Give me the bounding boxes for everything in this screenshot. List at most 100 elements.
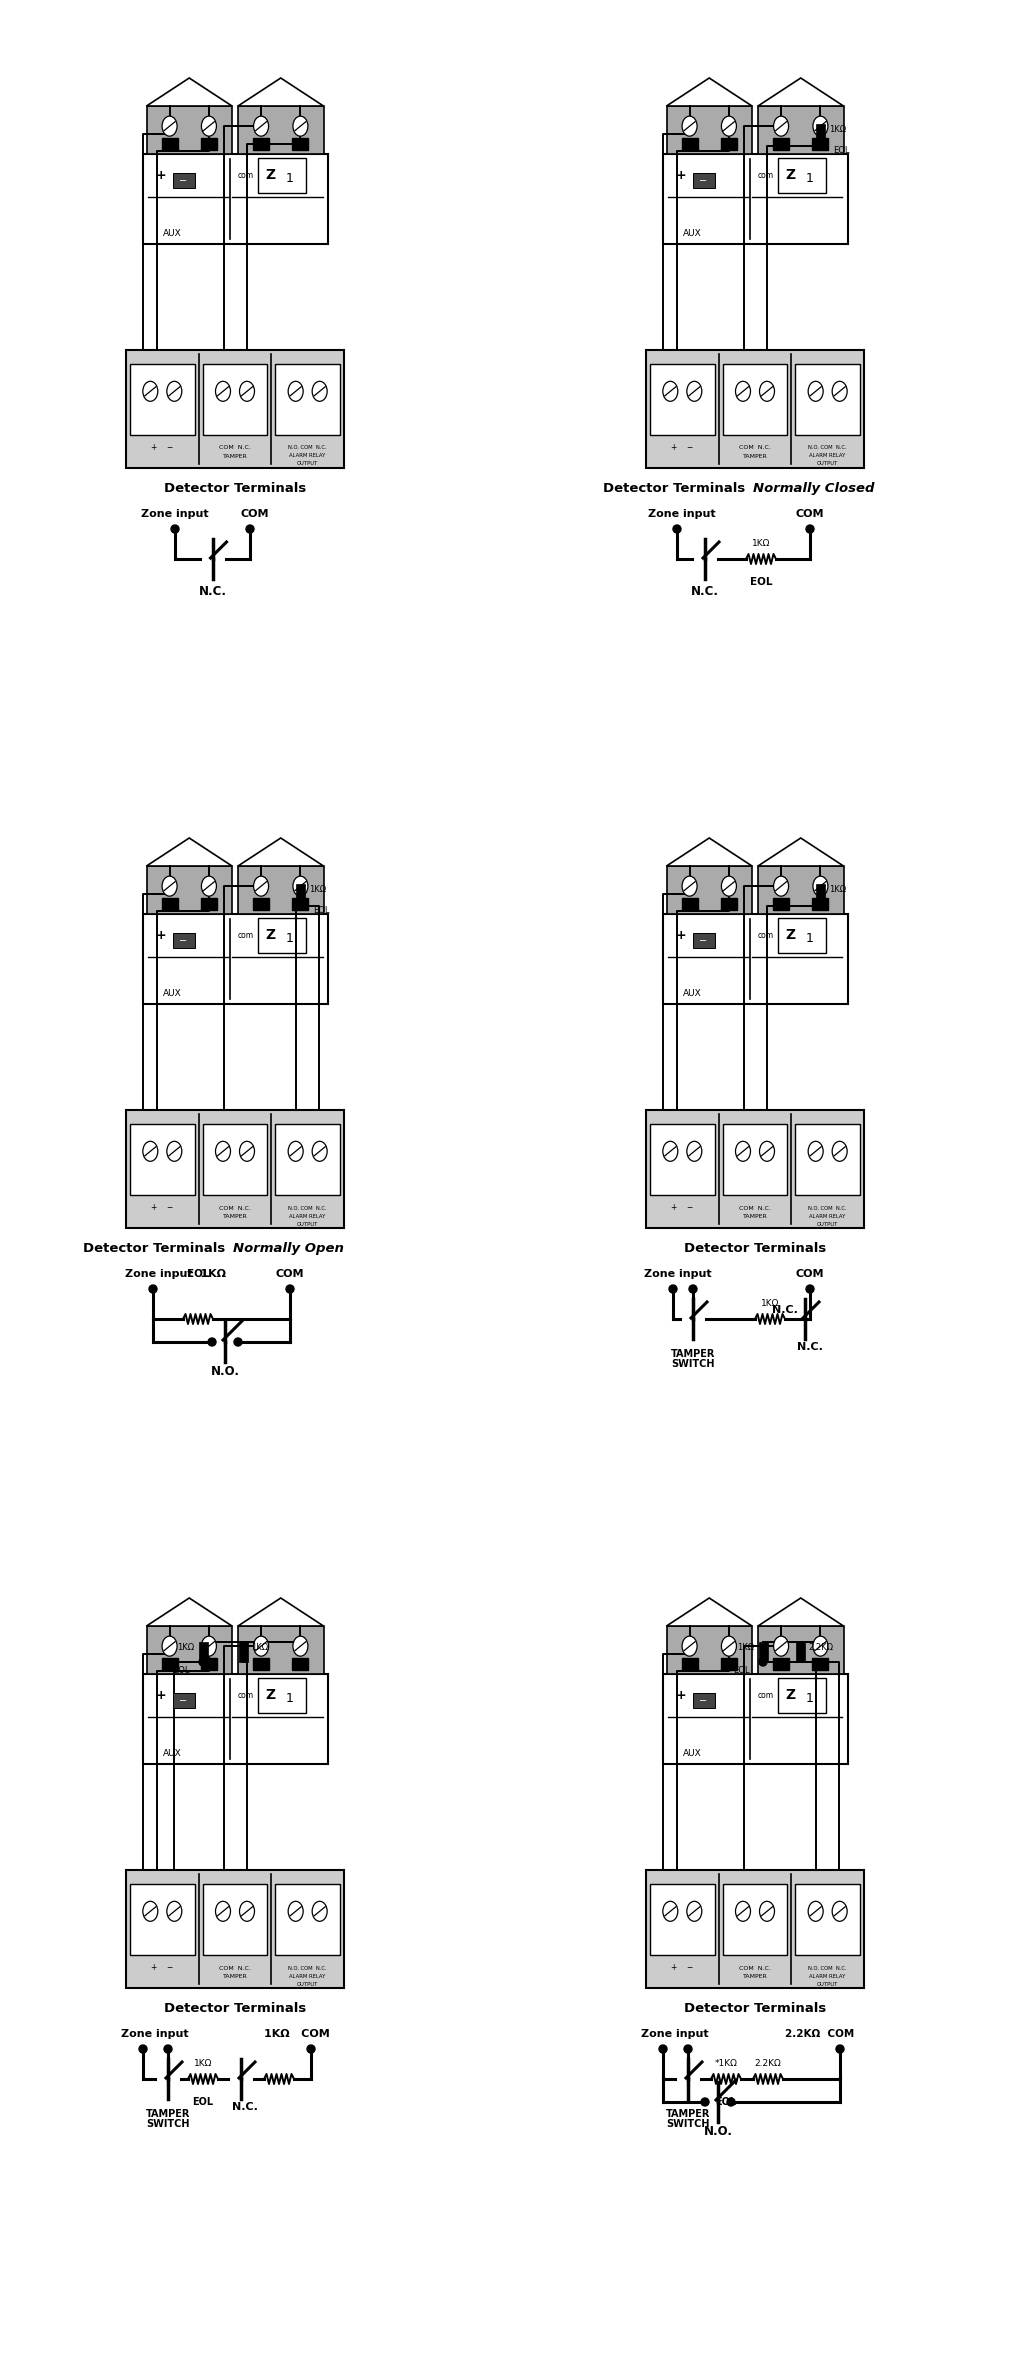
Text: COM  N.C.: COM N.C. [219,1206,251,1211]
Circle shape [816,902,824,911]
Text: AUX: AUX [683,228,701,238]
Text: TAMPER: TAMPER [742,1216,767,1220]
Bar [238,1625,324,1675]
Bar [758,866,844,914]
Bar [201,897,217,911]
Text: 1KΩ   COM: 1KΩ COM [264,2029,330,2039]
Bar [796,1642,805,1663]
Ellipse shape [682,875,697,897]
Ellipse shape [808,381,823,402]
Ellipse shape [773,117,788,136]
Bar [778,157,826,193]
Bar [721,138,737,150]
Bar [201,1658,217,1670]
Text: 1KΩ: 1KΩ [252,1642,268,1651]
Text: N.C.: N.C. [232,2103,258,2113]
Text: ALARM RELAY: ALARM RELAY [810,1213,846,1218]
Bar [172,174,195,188]
Text: N.C.: N.C. [199,585,226,597]
Text: 2.2KΩ  COM: 2.2KΩ COM [785,2029,855,2039]
Text: TAMPER: TAMPER [742,1975,767,1979]
Text: N.O. COM  N.C.: N.O. COM N.C. [289,1206,327,1211]
Ellipse shape [215,1142,230,1161]
Ellipse shape [288,1901,303,1922]
Bar [663,1675,848,1763]
Bar [162,1658,177,1670]
Ellipse shape [760,1901,774,1922]
Text: Detector Terminals: Detector Terminals [684,2003,826,2015]
Bar [646,350,864,469]
Text: N.O. COM  N.C.: N.O. COM N.C. [808,1206,847,1211]
Circle shape [689,1285,697,1294]
Ellipse shape [735,1901,751,1922]
Text: AUX: AUX [163,228,182,238]
Bar [275,364,340,435]
Bar [682,1658,697,1670]
Text: TAMPER: TAMPER [671,1349,715,1358]
Bar [692,174,715,188]
Ellipse shape [682,117,697,136]
Bar [723,1125,787,1194]
Text: +    −: + − [152,1963,173,1972]
Bar [758,1625,844,1675]
Bar [667,866,752,914]
Bar [293,1658,308,1670]
Text: Zone input: Zone input [648,509,716,519]
Text: TAMPER: TAMPER [145,2110,190,2120]
Text: N.O. COM  N.C.: N.O. COM N.C. [289,1965,327,1970]
Text: EOL: EOL [834,145,850,155]
Text: EOL: EOL [733,1665,750,1675]
Bar [238,866,324,914]
Text: +    −: + − [671,1204,693,1213]
Bar [646,1111,864,1228]
Circle shape [208,1337,216,1347]
Text: EOL: EOL [716,2096,736,2108]
Ellipse shape [142,1901,158,1922]
Text: N.C.: N.C. [797,1342,823,1351]
Bar [773,897,790,911]
Text: −: − [179,1696,187,1706]
Bar [812,1658,828,1670]
Polygon shape [238,1599,324,1625]
Polygon shape [758,837,844,866]
Text: N.O. COM  N.C.: N.O. COM N.C. [289,445,327,450]
Ellipse shape [760,381,774,402]
Text: COM  N.C.: COM N.C. [219,1965,251,1970]
Bar [721,897,737,911]
Text: COM  N.C.: COM N.C. [739,445,771,450]
Ellipse shape [202,875,216,897]
Circle shape [164,2046,172,2053]
Text: −: − [179,176,187,186]
Ellipse shape [663,1142,678,1161]
Text: com: com [238,171,254,181]
Text: 1KΩ: 1KΩ [828,885,846,895]
Circle shape [150,1285,157,1294]
Text: EOL: EOL [193,2096,214,2108]
Text: com: com [238,1691,254,1701]
Bar [816,124,825,145]
Text: Detector Terminals: Detector Terminals [83,1242,230,1256]
Bar [667,107,752,155]
Bar [253,138,269,150]
Text: OUTPUT: OUTPUT [817,1220,839,1228]
Bar [258,157,306,193]
Text: 1: 1 [286,1691,294,1706]
Ellipse shape [808,1142,823,1161]
Circle shape [701,2098,709,2105]
Text: OUTPUT: OUTPUT [297,1220,318,1228]
Ellipse shape [254,875,268,897]
Circle shape [139,2046,147,2053]
Polygon shape [758,1599,844,1625]
Text: COM  N.C.: COM N.C. [739,1965,771,1970]
Ellipse shape [293,875,308,897]
Bar [142,155,328,245]
Text: AUX: AUX [683,990,701,999]
Ellipse shape [167,1142,182,1161]
Bar [253,897,269,911]
Text: Zone input: Zone input [121,2029,188,2039]
Text: Detector Terminals: Detector Terminals [603,483,750,495]
Ellipse shape [735,381,751,402]
Bar [650,364,715,435]
Text: 2.2KΩ: 2.2KΩ [809,1642,834,1651]
Circle shape [199,1658,207,1665]
